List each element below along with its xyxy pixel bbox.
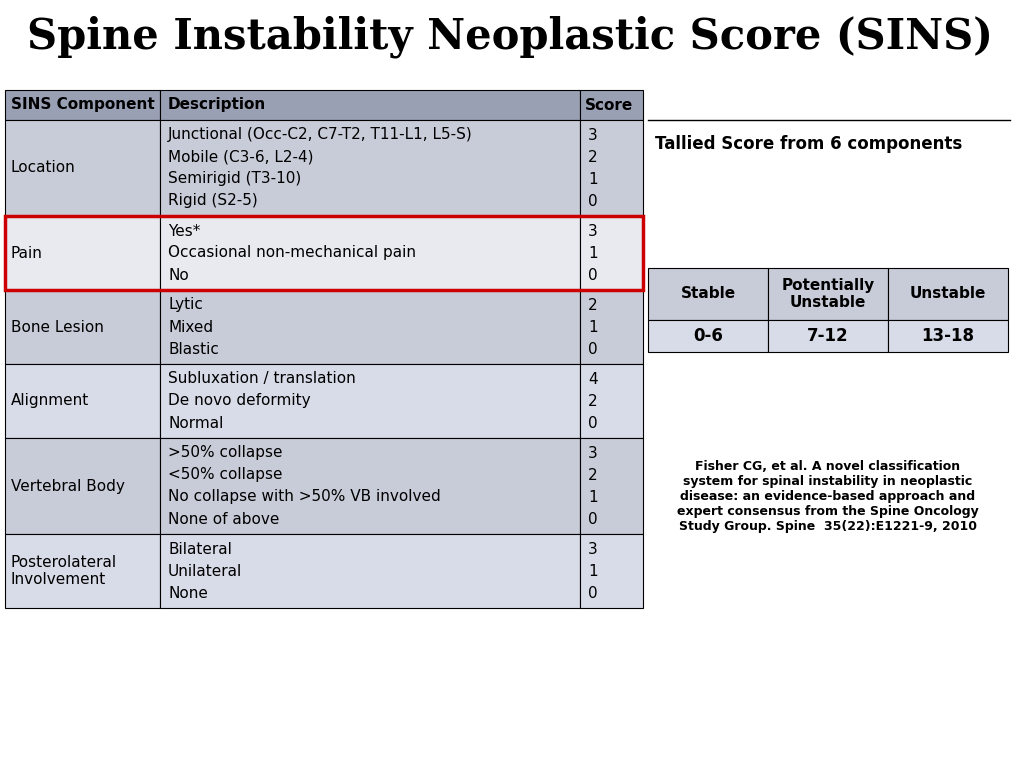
Bar [580,534,643,608]
Text: Score: Score [585,98,633,112]
Text: Vertebral Body: Vertebral Body [11,478,125,494]
Text: De novo deformity: De novo deformity [168,393,310,409]
Text: None: None [168,585,208,601]
Bar [580,216,643,290]
Text: Rigid (S2-5): Rigid (S2-5) [168,194,258,208]
Bar [5,438,160,534]
Text: Mobile (C3-6, L2-4): Mobile (C3-6, L2-4) [168,150,313,164]
Text: 3: 3 [588,445,598,461]
Text: 3: 3 [588,127,598,143]
Text: 7-12: 7-12 [807,327,849,345]
Text: Lytic: Lytic [168,297,203,313]
Bar [580,364,643,438]
Text: None of above: None of above [168,511,280,527]
Text: Posterolateral
Involvement: Posterolateral Involvement [11,554,117,588]
Text: Location: Location [11,161,76,176]
Text: No collapse with >50% VB involved: No collapse with >50% VB involved [168,489,440,505]
Text: 4: 4 [588,372,598,386]
Bar [580,120,643,216]
Bar [5,120,160,216]
Text: 1: 1 [588,319,598,335]
Text: 2: 2 [588,468,598,482]
Bar [768,320,888,352]
Text: 0: 0 [588,267,598,283]
Bar [160,216,580,290]
Bar [160,364,580,438]
Bar [580,438,643,534]
Text: 2: 2 [588,150,598,164]
Text: Mixed: Mixed [168,319,213,335]
Bar [580,290,643,364]
Bar [5,290,160,364]
Bar [160,120,580,216]
Text: 3: 3 [588,541,598,557]
Bar [768,268,888,320]
Bar [5,216,643,290]
Text: 0: 0 [588,342,598,356]
Text: 3: 3 [588,223,598,239]
Text: >50% collapse: >50% collapse [168,445,283,461]
Text: 2: 2 [588,297,598,313]
Bar [5,534,160,608]
Text: Occasional non-mechanical pain: Occasional non-mechanical pain [168,246,416,260]
Bar [648,320,768,352]
Text: Bone Lesion: Bone Lesion [11,319,103,335]
Text: Bilateral: Bilateral [168,541,231,557]
Bar [5,216,160,290]
Bar [580,90,643,120]
Text: 2: 2 [588,393,598,409]
Text: <50% collapse: <50% collapse [168,468,283,482]
Text: 1: 1 [588,171,598,187]
Text: Fisher CG, et al. A novel classification
system for spinal instability in neopla: Fisher CG, et al. A novel classification… [677,460,979,533]
Text: 1: 1 [588,246,598,260]
Bar [160,90,580,120]
Text: Tallied Score from 6 components: Tallied Score from 6 components [655,135,963,153]
Text: Unilateral: Unilateral [168,564,243,578]
Text: 0: 0 [588,194,598,208]
Bar [160,290,580,364]
Bar [160,534,580,608]
Bar [888,268,1008,320]
Text: Junctional (Occ-C2, C7-T2, T11-L1, L5-S): Junctional (Occ-C2, C7-T2, T11-L1, L5-S) [168,127,473,143]
Text: Blastic: Blastic [168,342,219,356]
Text: Unstable: Unstable [909,286,986,302]
Text: 0-6: 0-6 [693,327,723,345]
Text: Potentially
Unstable: Potentially Unstable [781,278,874,310]
Text: Stable: Stable [680,286,735,302]
Text: 0: 0 [588,585,598,601]
Text: Spine Instability Neoplastic Score (SINS): Spine Instability Neoplastic Score (SINS… [27,15,993,58]
Text: Alignment: Alignment [11,393,89,409]
Bar [5,364,160,438]
Text: SINS Component: SINS Component [11,98,155,112]
Text: Yes*: Yes* [168,223,201,239]
Text: Semirigid (T3-10): Semirigid (T3-10) [168,171,301,187]
Bar [648,268,768,320]
Bar [5,90,160,120]
Text: Description: Description [168,98,266,112]
Bar [160,438,580,534]
Text: 13-18: 13-18 [922,327,975,345]
Text: 0: 0 [588,415,598,431]
Text: Normal: Normal [168,415,223,431]
Text: Subluxation / translation: Subluxation / translation [168,372,355,386]
Bar [888,320,1008,352]
Text: No: No [168,267,188,283]
Text: 0: 0 [588,511,598,527]
Text: 1: 1 [588,489,598,505]
Text: 1: 1 [588,564,598,578]
Text: Pain: Pain [11,246,43,260]
